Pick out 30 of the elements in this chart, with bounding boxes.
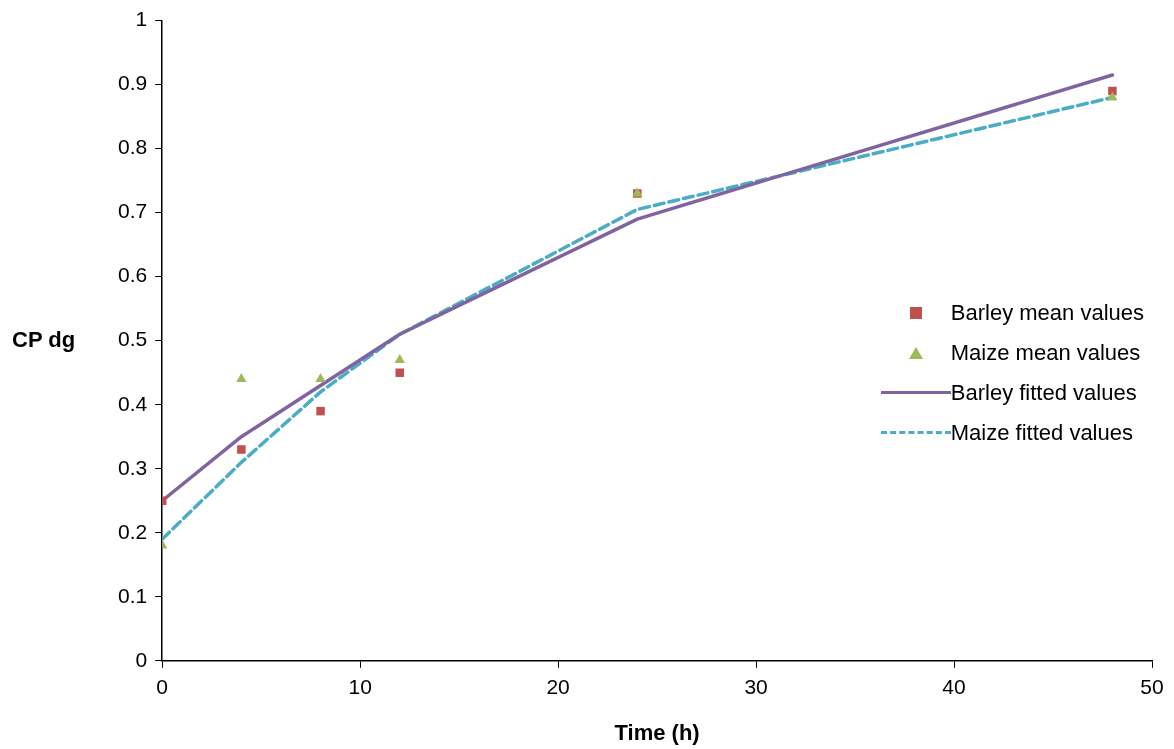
y-tick-label: 0.9: [117, 71, 148, 95]
y-tick-label: 0.5: [117, 327, 148, 351]
x-tick-label: 20: [546, 675, 570, 699]
point: [316, 406, 325, 416]
point: [236, 373, 247, 383]
x-tick-label: 40: [942, 675, 966, 699]
x-tick-label: 10: [348, 675, 372, 699]
point: [1108, 86, 1117, 96]
x-tick-label: 30: [744, 675, 768, 699]
y-tick-label: 0.3: [117, 455, 148, 479]
y-tick-label: 0: [135, 647, 148, 671]
y-tick-label: 0.7: [117, 199, 148, 223]
y-axis-title: CP dg: [12, 326, 76, 352]
legend-label: Barley mean values: [950, 299, 1144, 326]
legend-label: Maize mean values: [950, 339, 1141, 366]
point: [315, 373, 326, 383]
x-axis-title: Time (h): [614, 720, 700, 746]
point: [394, 353, 405, 363]
y-tick-label: 0.8: [117, 135, 148, 159]
x-tick-label: 0: [156, 675, 169, 699]
y-tick-label: 0.6: [117, 263, 148, 287]
point: [395, 368, 404, 377]
y-tick-label: 0.2: [117, 519, 148, 543]
y-tick-label: 0.4: [117, 391, 148, 415]
point: [237, 445, 246, 454]
legend-label: Barley fitted values: [950, 379, 1137, 406]
x-tick-label: 50: [1140, 675, 1164, 699]
y-tick-label: 0.1: [117, 583, 148, 607]
y-tick-label: 1: [135, 7, 148, 31]
legend-label: Maize fitted values: [950, 419, 1133, 446]
